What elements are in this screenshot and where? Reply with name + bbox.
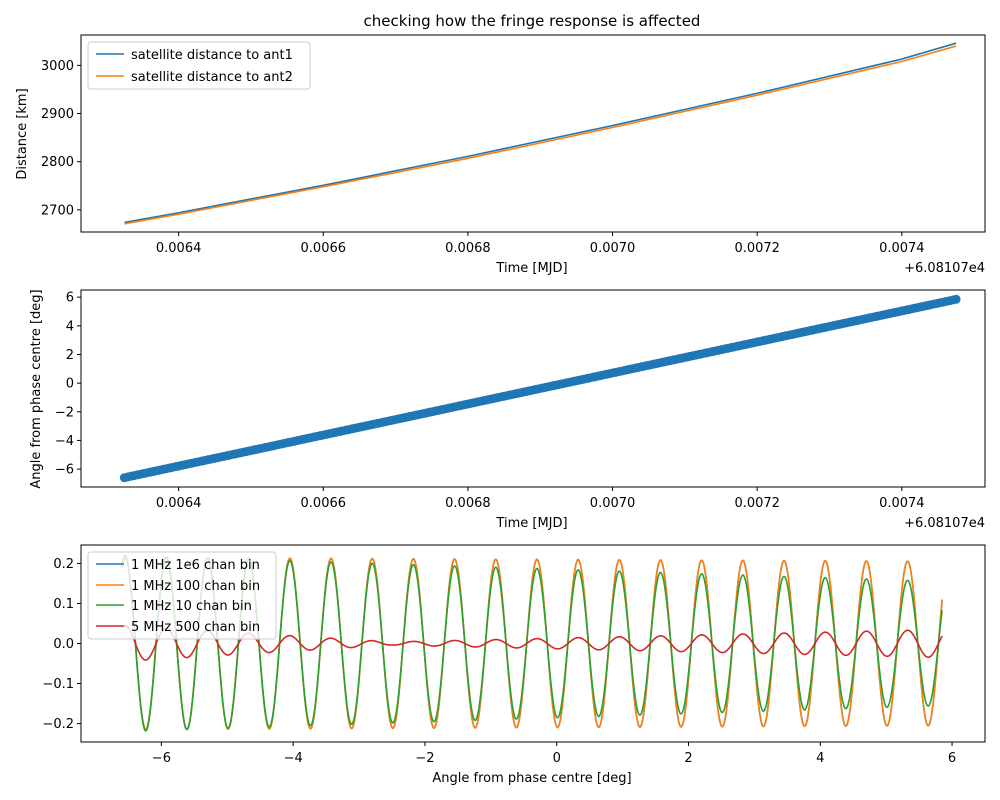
angle-y-tick-label: −6 bbox=[55, 463, 74, 478]
distance-y-axis-label: Distance [km] bbox=[15, 88, 30, 179]
angle-y-axis-label: Angle from phase centre [deg] bbox=[29, 289, 44, 488]
fringe-x-tick-label: 6 bbox=[948, 751, 956, 766]
legend-label-1e6: 1 MHz 1e6 chan bin bbox=[131, 558, 260, 573]
chart-title: checking how the fringe response is affe… bbox=[364, 12, 701, 30]
fringe-panel: −6 −4 −2 0 2 4 6 −0.2 −0.1 0.0 0.1 0.2 Angle from … bbox=[42, 544, 986, 786]
fringe-x-tick-label: −6 bbox=[152, 751, 171, 766]
angle-plot-area bbox=[119, 294, 961, 483]
fringe-legend: 1 MHz 1e6 chan bin 1 MHz 100 chan bin 1 … bbox=[87, 551, 277, 640]
angle-x-tick-label: 0.0066 bbox=[301, 496, 347, 511]
fringe-x-tick-label: 2 bbox=[684, 751, 692, 766]
distance-x-tick-label: 0.0066 bbox=[301, 241, 347, 256]
distance-y-tick-label: 2800 bbox=[41, 155, 74, 170]
angle-x-tick-label: 0.0064 bbox=[156, 496, 202, 511]
fringe-y-tick-label: 0.2 bbox=[53, 557, 74, 572]
fringe-x-axis-label: Angle from phase centre [deg] bbox=[432, 771, 631, 786]
angle-y-tick-label: −2 bbox=[55, 405, 74, 420]
angle-y-tick-label: 2 bbox=[66, 348, 74, 363]
angle-x-tick-label: 0.0068 bbox=[445, 496, 491, 511]
distance-axes-frame bbox=[80, 34, 986, 233]
fringe-y-tick-label: 0.0 bbox=[53, 637, 74, 652]
distance-y-tick-label: 3000 bbox=[41, 59, 74, 74]
legend-label-500: 5 MHz 500 chan bin bbox=[131, 620, 260, 635]
angle-x-offset-label: +6.08107e4 bbox=[904, 516, 985, 531]
distance-panel: 0.0064 0.0066 0.0068 0.0070 0.0072 0.0074 270… bbox=[15, 34, 986, 276]
angle-scatter-point bbox=[951, 294, 961, 304]
angle-x-tick-label: 0.0072 bbox=[734, 496, 780, 511]
distance-x-ticks: 0.0064 0.0066 0.0068 0.0070 0.0072 0.0074 bbox=[156, 232, 925, 256]
angle-axes-frame bbox=[80, 289, 986, 488]
angle-y-ticks: −6 −4 −2 0 2 4 6 bbox=[55, 291, 81, 478]
distance-y-tick-label: 2900 bbox=[41, 107, 74, 122]
angle-x-tick-label: 0.0070 bbox=[590, 496, 636, 511]
distance-series-line-2 bbox=[124, 45, 957, 225]
fringe-legend-box bbox=[87, 551, 277, 640]
legend-label-10: 1 MHz 10 chan bin bbox=[131, 599, 252, 614]
distance-x-axis-label: Time [MJD] bbox=[495, 261, 567, 276]
legend-label-ant2: satellite distance to ant2 bbox=[131, 70, 293, 85]
fringe-y-ticks: −0.2 −0.1 0.0 0.1 0.2 bbox=[42, 557, 81, 732]
fringe-y-tick-label: −0.1 bbox=[42, 677, 74, 692]
angle-x-axis-label: Time [MJD] bbox=[495, 516, 567, 531]
angle-y-tick-label: 6 bbox=[66, 291, 74, 306]
distance-series-line-1 bbox=[124, 42, 957, 224]
distance-x-tick-label: 0.0064 bbox=[156, 241, 202, 256]
distance-x-tick-label: 0.0072 bbox=[734, 241, 780, 256]
fringe-series-line-4 bbox=[121, 624, 943, 661]
angle-x-tick-label: 0.0074 bbox=[879, 496, 925, 511]
fringe-x-tick-label: −4 bbox=[284, 751, 303, 766]
distance-y-ticks: 2700 2800 2900 3000 bbox=[41, 59, 81, 218]
fringe-x-tick-label: −2 bbox=[415, 751, 434, 766]
angle-y-tick-label: −4 bbox=[55, 434, 74, 449]
distance-x-tick-label: 0.0068 bbox=[445, 241, 491, 256]
distance-plot-area bbox=[124, 42, 957, 225]
legend-label-ant1: satellite distance to ant1 bbox=[131, 48, 293, 63]
distance-y-tick-label: 2700 bbox=[41, 203, 74, 218]
fringe-y-tick-label: 0.1 bbox=[53, 597, 74, 612]
fringe-x-tick-label: 0 bbox=[553, 751, 561, 766]
angle-panel: 0.0064 0.0066 0.0068 0.0070 0.0072 0.0074 −6−… bbox=[29, 289, 986, 531]
angle-y-tick-label: 4 bbox=[66, 319, 74, 334]
angle-x-ticks: 0.0064 0.0066 0.0068 0.0070 0.0072 0.0074 bbox=[156, 487, 925, 511]
fringe-x-ticks: −6 −4 −2 0 2 4 6 bbox=[152, 742, 956, 766]
angle-y-tick-label: 0 bbox=[66, 377, 74, 392]
distance-x-tick-label: 0.0074 bbox=[879, 241, 925, 256]
fringe-x-tick-label: 4 bbox=[816, 751, 824, 766]
legend-label-100: 1 MHz 100 chan bin bbox=[131, 579, 260, 594]
distance-x-tick-label: 0.0070 bbox=[590, 241, 636, 256]
distance-legend: satellite distance to ant1 satellite dis… bbox=[87, 41, 311, 90]
fringe-y-tick-label: −0.2 bbox=[42, 717, 74, 732]
distance-x-offset-label: +6.08107e4 bbox=[904, 261, 985, 276]
distance-legend-box bbox=[87, 41, 311, 90]
